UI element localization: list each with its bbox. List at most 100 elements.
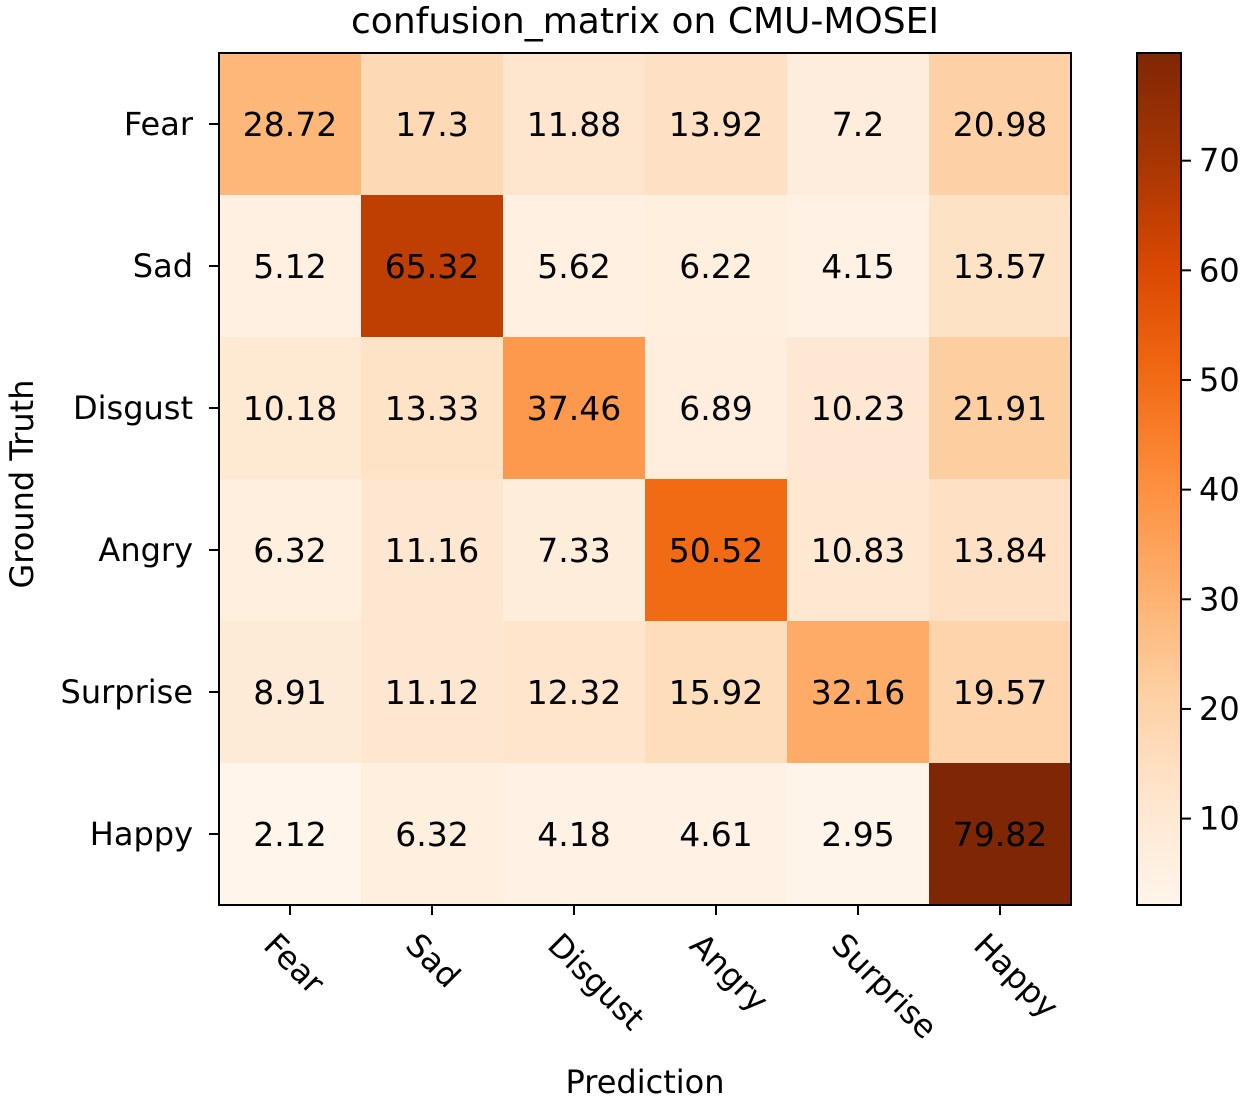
- cell-value-label: 10.23: [811, 389, 905, 428]
- cell-value-label: 17.3: [395, 105, 468, 144]
- cell-value-label: 4.61: [679, 815, 752, 854]
- heatmap-cell: [361, 621, 504, 764]
- heatmap-cell: [503, 53, 646, 196]
- cell-value-label: 13.57: [953, 247, 1047, 286]
- cell-value-label: 15.92: [669, 673, 763, 712]
- heatmap-cell: [219, 763, 362, 906]
- cell-value-label: 4.15: [821, 247, 894, 286]
- cell-value-label: 7.2: [832, 105, 884, 144]
- cell-value-label: 4.18: [537, 815, 610, 854]
- heatmap-cells: [219, 53, 1072, 906]
- heatmap-cell: [929, 763, 1072, 906]
- x-tick-label: Disgust: [540, 926, 652, 1038]
- heatmap-cell: [645, 763, 788, 906]
- heatmap-cell: [219, 337, 362, 480]
- cell-value-label: 8.91: [253, 673, 326, 712]
- x-tick-label: Sad: [398, 926, 467, 995]
- cell-value-label: 19.57: [953, 673, 1047, 712]
- y-tick-label: Surprise: [61, 673, 193, 711]
- cell-value-label: 11.12: [385, 673, 479, 712]
- chart-title: confusion_matrix on CMU-MOSEI: [351, 1, 939, 42]
- cell-value-label: 50.52: [669, 531, 763, 570]
- heatmap-cell: [503, 621, 646, 764]
- x-tick-label: Surprise: [824, 926, 945, 1047]
- cell-value-label: 10.18: [243, 389, 337, 428]
- heatmap-cell: [219, 53, 362, 196]
- heatmap-cell: [929, 479, 1072, 622]
- heatmap-cell: [787, 195, 930, 338]
- cell-value-label: 5.62: [537, 247, 610, 286]
- heatmap-cell: [929, 621, 1072, 764]
- heatmap-cell: [929, 337, 1072, 480]
- colorbar-tick-label: 40: [1199, 471, 1240, 509]
- colorbar-ticks: 10 20 30 40 50 60 70: [1181, 142, 1240, 838]
- x-tick-label: Happy: [966, 926, 1066, 1026]
- heatmap-cell: [361, 337, 504, 480]
- cell-value-label: 32.16: [811, 673, 905, 712]
- heatmap-cell: [645, 621, 788, 764]
- x-axis-label: Prediction: [566, 1063, 725, 1099]
- heatmap-cell: [361, 53, 504, 196]
- cell-value-label: 2.95: [821, 815, 894, 854]
- cell-value-label: 5.12: [253, 247, 326, 286]
- x-tick-label: Angry: [682, 926, 776, 1020]
- heatmap-cell: [929, 53, 1072, 196]
- y-axis-label: Ground Truth: [3, 380, 41, 589]
- cell-value-label: 2.12: [253, 815, 326, 854]
- cell-value-label: 6.32: [253, 531, 326, 570]
- heatmap-cell: [219, 195, 362, 338]
- heatmap-cell: [645, 53, 788, 196]
- heatmap-cell: [787, 337, 930, 480]
- cell-value-label: 13.33: [385, 389, 479, 428]
- cell-value-label: 13.92: [669, 105, 763, 144]
- cell-value-label: 21.91: [953, 389, 1047, 428]
- cell-value-label: 6.32: [395, 815, 468, 854]
- cell-value-label: 12.32: [527, 673, 621, 712]
- colorbar: [1136, 52, 1182, 906]
- heatmap-cell: [645, 337, 788, 480]
- y-tick-label: Disgust: [73, 389, 193, 427]
- colorbar-tick-label: 70: [1199, 142, 1240, 180]
- cell-value-label: 28.72: [243, 105, 337, 144]
- heatmap-cell: [503, 195, 646, 338]
- colorbar-tick-label: 30: [1199, 580, 1240, 618]
- heatmap-cell: [787, 479, 930, 622]
- colorbar-tick-label: 60: [1199, 251, 1240, 289]
- heatmap-cell: [503, 763, 646, 906]
- heatmap-cell: [787, 53, 930, 196]
- x-axis-ticks: Fear Sad Disgust Angry Surprise Happy: [256, 905, 1066, 1046]
- cell-value-label: 20.98: [953, 105, 1047, 144]
- cell-value-label: 6.89: [679, 389, 752, 428]
- heatmap-cell: [219, 621, 362, 764]
- cell-value-label: 6.22: [679, 247, 752, 286]
- y-tick-label: Angry: [98, 531, 193, 569]
- y-axis-ticks: Fear Sad Disgust Angry Surprise Happy: [61, 105, 219, 853]
- cell-value-label: 10.83: [811, 531, 905, 570]
- y-tick-label: Happy: [90, 815, 193, 853]
- heatmap-cell: [645, 195, 788, 338]
- cell-value-label: 37.46: [527, 389, 621, 428]
- heatmap-cell: [503, 337, 646, 480]
- cell-value-label: 65.32: [385, 247, 479, 286]
- heatmap-cell: [361, 479, 504, 622]
- cell-value-label: 13.84: [953, 531, 1047, 570]
- cell-value-label: 79.82: [953, 815, 1047, 854]
- heatmap-cell: [787, 621, 930, 764]
- heatmap-cell: [929, 195, 1072, 338]
- colorbar-tick-label: 20: [1199, 690, 1240, 728]
- plot-frame: [218, 52, 1072, 906]
- y-tick-label: Fear: [124, 105, 194, 143]
- heatmap-cell: [219, 479, 362, 622]
- y-tick-label: Sad: [133, 247, 193, 285]
- x-tick-label: Fear: [256, 926, 332, 1002]
- cell-value-label: 11.16: [385, 531, 479, 570]
- heatmap-cell: [361, 763, 504, 906]
- colorbar-tick-label: 10: [1199, 800, 1240, 838]
- heatmap-cell: [361, 195, 504, 338]
- cell-value-label: 11.88: [527, 105, 621, 144]
- cell-value-label: 7.33: [537, 531, 610, 570]
- colorbar-tick-label: 50: [1199, 361, 1240, 399]
- heatmap-cell: [503, 479, 646, 622]
- heatmap-cell: [787, 763, 930, 906]
